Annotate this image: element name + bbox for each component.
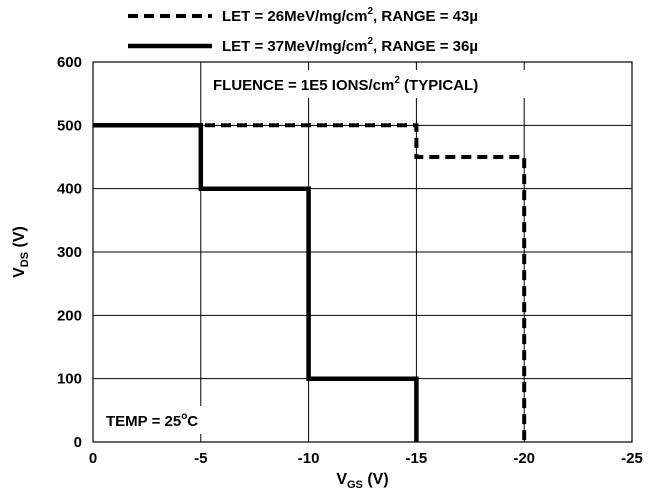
x-tick-label: -20 bbox=[513, 450, 535, 467]
fluence-annotation: FLUENCE = 1E5 IONS/cm2 (TYPICAL) bbox=[205, 70, 551, 98]
series-layer bbox=[93, 123, 527, 442]
legend-label-series-2: LET = 37MeV/mg/cm2, RANGE = 36µ bbox=[222, 36, 478, 55]
legend-label-series-2-prefix: LET = 37MeV/mg/cm bbox=[222, 38, 367, 55]
legend-label-series-1-prefix: LET = 26MeV/mg/cm bbox=[222, 8, 367, 25]
y-axis-title-sub: DS bbox=[19, 252, 31, 267]
legend-label-series-2-suffix: , RANGE = 36µ bbox=[373, 38, 478, 55]
legend-label-series-1: LET = 26MeV/mg/cm2, RANGE = 43µ bbox=[222, 6, 478, 25]
temp-annotation: TEMP = 25oC bbox=[100, 406, 236, 434]
grid-layer bbox=[93, 62, 632, 442]
x-axis-title-sub: GS bbox=[347, 479, 363, 491]
x-tick-label: -10 bbox=[298, 450, 320, 467]
y-tick-label: 600 bbox=[57, 54, 82, 71]
x-tick-label: -25 bbox=[621, 450, 643, 467]
y-axis-title-main: V bbox=[11, 267, 28, 278]
y-axis-title: VDS (V) bbox=[11, 226, 31, 278]
fluence-suffix: (TYPICAL) bbox=[400, 77, 478, 94]
y-tick-label: 100 bbox=[57, 371, 82, 388]
y-tick-label: 500 bbox=[57, 117, 82, 134]
x-axis-title-main: V bbox=[336, 471, 347, 488]
y-tick-label: 0 bbox=[74, 434, 82, 451]
series-line-2 bbox=[93, 123, 419, 442]
x-tick-label: -15 bbox=[406, 450, 428, 467]
y-tick-label: 400 bbox=[57, 181, 82, 198]
temp-suffix: C bbox=[187, 413, 198, 430]
y-axis-title-rest: (V) bbox=[11, 226, 28, 252]
temp-prefix: TEMP = 25 bbox=[106, 413, 181, 430]
legend-label-series-1-sup: 2 bbox=[367, 6, 373, 17]
fluence-annotation-background bbox=[205, 70, 551, 98]
y-tick-label: 300 bbox=[57, 244, 82, 261]
x-tick-label: 0 bbox=[89, 450, 97, 467]
temp-annotation-text: TEMP = 25oC bbox=[106, 411, 198, 430]
x-axis-title-rest: (V) bbox=[363, 471, 389, 488]
x-tick-label: -5 bbox=[194, 450, 207, 467]
temp-sup: o bbox=[181, 411, 187, 422]
legend: LET = 26MeV/mg/cm2, RANGE = 43µ LET = 37… bbox=[128, 6, 478, 55]
temp-annotation-background bbox=[100, 406, 236, 434]
legend-label-series-1-suffix: , RANGE = 43µ bbox=[373, 8, 478, 25]
fluence-sup: 2 bbox=[394, 75, 400, 86]
plot-frame bbox=[92, 61, 633, 443]
fluence-prefix: FLUENCE = 1E5 IONS/cm bbox=[213, 77, 394, 94]
fluence-annotation-text: FLUENCE = 1E5 IONS/cm2 (TYPICAL) bbox=[213, 75, 478, 94]
series-line-1 bbox=[93, 123, 527, 442]
x-axis-title: VGS (V) bbox=[336, 471, 388, 491]
legend-label-series-2-sup: 2 bbox=[367, 36, 373, 47]
tick-layer: 0 -5 -10 -15 -20 -25 0 100 200 300 400 500 600 bbox=[57, 54, 643, 467]
y-tick-label: 200 bbox=[57, 307, 82, 324]
